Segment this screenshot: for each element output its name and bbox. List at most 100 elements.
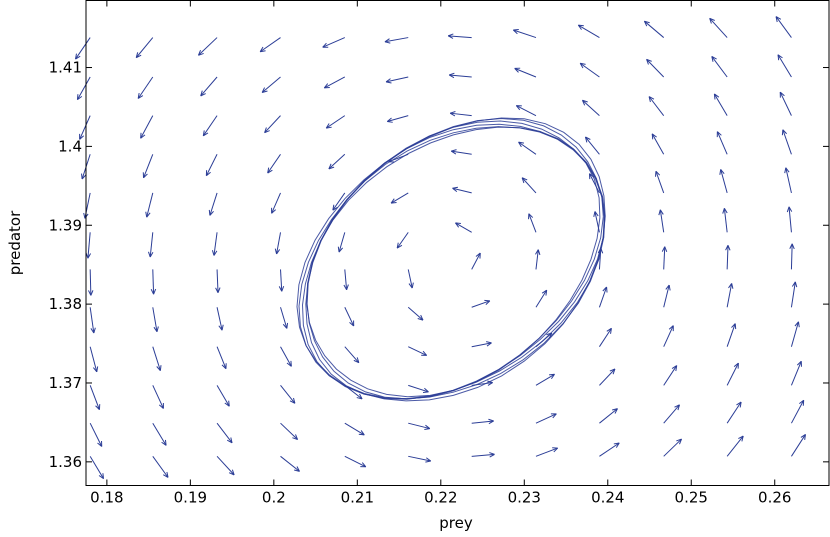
quiver-arrow	[790, 281, 798, 308]
y-tick-label: 1.37	[49, 374, 82, 392]
quiver-arrow	[599, 408, 618, 424]
quiver-arrow	[535, 289, 548, 308]
orbit-loop	[298, 117, 605, 400]
quiver-arrow	[722, 208, 728, 233]
quiver-arrow	[518, 141, 537, 155]
quiver-arrow	[726, 401, 742, 424]
quiver-arrow	[407, 269, 414, 289]
quiver-arrow	[535, 249, 541, 270]
quiver-arrow	[274, 232, 282, 255]
quiver-arrow	[280, 422, 299, 441]
quiver-arrow	[280, 455, 300, 472]
quiver-arrow	[384, 37, 409, 44]
quiver-arrow	[150, 269, 157, 295]
orbit-loop	[306, 126, 601, 398]
orbit-loop	[296, 117, 606, 402]
quiver-arrow	[450, 149, 472, 155]
quiver-arrow	[83, 192, 91, 219]
quiver-arrow	[786, 206, 793, 233]
quiver-arrow	[278, 269, 285, 292]
quiver-arrow	[152, 346, 162, 371]
quiver-arrow	[713, 93, 728, 116]
quiver-arrow	[535, 413, 557, 424]
quiver-arrow	[208, 192, 218, 216]
quiver-arrow	[663, 438, 682, 457]
quiver-arrow	[396, 232, 409, 249]
quiver-arrow	[152, 422, 167, 446]
x-tick-label: 0.18	[90, 489, 123, 507]
quiver-arrow	[200, 76, 218, 97]
y-tick-label: 1.39	[49, 216, 82, 234]
quiver-arrow	[271, 192, 281, 214]
trajectory-orbit	[296, 117, 606, 402]
x-tick-label: 0.24	[591, 489, 624, 507]
quiver-arrow	[781, 129, 792, 155]
plot-area-frame	[85, 0, 830, 486]
quiver-arrow	[408, 422, 431, 431]
quiver-arrow	[663, 404, 680, 424]
quiver-arrow	[648, 96, 665, 116]
quiver-arrow	[579, 62, 600, 78]
quiver-arrow	[651, 133, 665, 155]
quiver-arrow	[216, 455, 235, 476]
quiver-arrow	[216, 422, 233, 444]
quiver-arrow	[205, 154, 218, 177]
quiver-arrow	[471, 341, 492, 348]
x-axis-ticks: 0.18 0.19 0.2 0.21 0.22 0.23 0.24 0.25 0.26	[90, 0, 791, 507]
x-tick-label: 0.25	[675, 489, 708, 507]
y-tick-label: 1.4	[58, 137, 82, 155]
quiver-arrow	[152, 385, 164, 409]
quiver-arrow	[385, 76, 409, 84]
quiver-arrow	[528, 213, 537, 233]
x-tick-label: 0.2	[262, 489, 286, 507]
y-axis-ticks: 1.36 1.37 1.38 1.39 1.4 1.41	[49, 59, 829, 471]
quiver-arrow	[344, 307, 355, 327]
quiver-arrow	[790, 360, 802, 386]
quiver-arrow	[137, 76, 154, 99]
y-axis-label: predator	[6, 210, 24, 275]
quiver-arrow	[452, 186, 472, 194]
quiver-arrow	[75, 37, 91, 60]
quiver-arrow	[85, 232, 92, 259]
quiver-arrow	[790, 399, 805, 424]
quiver-arrow	[344, 455, 367, 468]
quiver-arrow	[408, 384, 429, 394]
quiver-arrow	[264, 115, 281, 134]
y-tick-label: 1.41	[49, 59, 82, 77]
quiver-arrow	[535, 447, 559, 457]
quiver-arrow	[521, 177, 537, 194]
x-tick-label: 0.26	[758, 489, 791, 507]
orbit-loop	[306, 126, 604, 400]
quiver-arrow	[726, 435, 744, 457]
quiver-arrow	[197, 37, 218, 56]
vector-field	[75, 16, 806, 480]
quiver-arrow	[79, 115, 91, 140]
quiver-arrow	[599, 327, 612, 347]
quiver-arrow	[448, 72, 472, 79]
quiver-arrow	[658, 209, 665, 233]
quiver-arrow	[790, 321, 800, 347]
quiver-arrow	[89, 307, 96, 334]
quiver-arrow	[449, 111, 472, 117]
quiver-arrow	[148, 232, 154, 258]
quiver-arrow	[407, 306, 424, 321]
quiver-arrow	[280, 385, 296, 404]
quiver-arrow	[145, 192, 154, 218]
quiver-arrow	[775, 16, 792, 38]
quiver-arrow	[344, 346, 360, 364]
quiver-arrow	[322, 37, 345, 48]
quiver-arrow	[577, 24, 600, 38]
quiver-arrow	[584, 136, 600, 155]
quiver-arrow	[663, 365, 678, 386]
quiver-arrow	[216, 385, 230, 407]
quiver-arrow	[777, 54, 792, 78]
quiver-arrow	[89, 456, 105, 480]
quiver-arrow	[512, 28, 537, 39]
quiver-arrow	[779, 91, 792, 116]
quiver-arrow	[661, 246, 668, 270]
quiver-arrow	[259, 37, 281, 53]
quiver-arrow	[408, 346, 428, 356]
quiver-arrow	[471, 252, 481, 270]
quiver-arrow	[599, 442, 620, 457]
